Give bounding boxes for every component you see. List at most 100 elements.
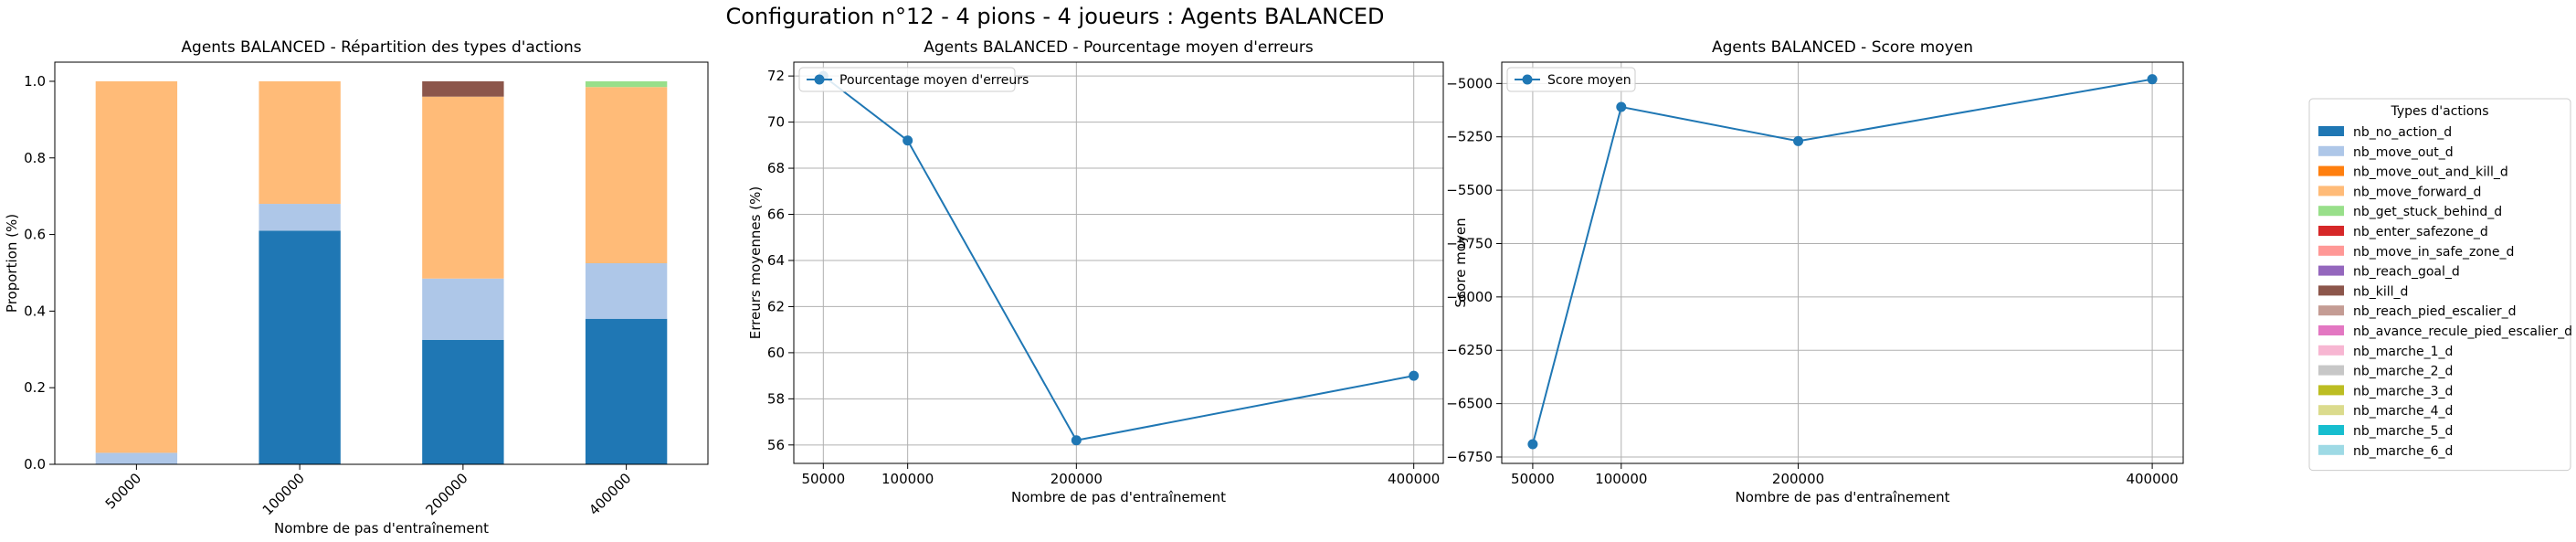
- legend-swatch: [2318, 345, 2344, 356]
- data-point: [1527, 439, 1538, 450]
- data-point: [1409, 370, 1420, 381]
- legend-label: nb_marche_6_d: [2353, 444, 2453, 459]
- bar-segment: [95, 80, 178, 453]
- legend-label: nb_move_forward_d: [2353, 185, 2481, 199]
- legend-label: nb_reach_goal_d: [2353, 265, 2460, 280]
- y-tick-label: −5500: [1446, 182, 1493, 198]
- x-tick-label: 200000: [1050, 471, 1103, 487]
- chart-title: Agents BALANCED - Score moyen: [1712, 38, 1973, 57]
- y-tick-label: −6250: [1446, 342, 1493, 358]
- y-tick-label: 70: [767, 114, 785, 131]
- x-tick-label: 200000: [1772, 471, 1824, 487]
- chart-title: Agents BALANCED - Pourcentage moyen d'er…: [924, 38, 1314, 57]
- legend-label: nb_kill_d: [2353, 284, 2408, 299]
- bar-segment: [95, 452, 178, 464]
- legend-label: nb_get_stuck_behind_d: [2353, 205, 2502, 219]
- bar-segment: [422, 278, 504, 340]
- y-axis-label: Erreurs moyennes (%): [747, 186, 764, 339]
- stacked-bar-chart: Agents BALANCED - Répartition des types …: [4, 38, 709, 537]
- legend-swatch: [2318, 385, 2344, 396]
- error-line-chart: Agents BALANCED - Pourcentage moyen d'er…: [747, 38, 1444, 505]
- data-point: [1616, 101, 1627, 112]
- legend-marker: [814, 74, 825, 85]
- y-tick-label: 56: [767, 437, 785, 453]
- legend-box: [1506, 67, 1636, 92]
- plot-frame: [1501, 61, 2184, 464]
- x-tick-label: 400000: [586, 470, 634, 518]
- y-tick-label: 0.6: [24, 227, 46, 243]
- bar-segment: [585, 80, 668, 88]
- data-point: [2147, 74, 2158, 85]
- legend-swatch: [2318, 226, 2344, 236]
- score-line-chart: Agents BALANCED - Score moyen 50000 100000…: [1446, 38, 2184, 505]
- y-tick-label: 0.4: [24, 303, 46, 319]
- legend-label: nb_marche_3_d: [2353, 384, 2453, 399]
- legend-label: nb_marche_5_d: [2353, 424, 2453, 439]
- y-tick-label: 0.2: [24, 379, 46, 396]
- bar-segment: [422, 339, 504, 464]
- legend-title: Types d'actions: [2390, 104, 2488, 119]
- y-tick-label: 64: [767, 252, 785, 269]
- legend-label: nb_marche_1_d: [2353, 345, 2453, 359]
- x-tick-label: 100000: [882, 471, 934, 487]
- legend-label: nb_move_out_and_kill_d: [2353, 165, 2508, 180]
- plot-frame: [54, 61, 709, 465]
- legend-box: [798, 67, 1016, 92]
- legend-label: nb_move_in_safe_zone_d: [2353, 245, 2514, 260]
- legend-marker: [1522, 74, 1533, 85]
- legend-swatch: [2318, 365, 2344, 376]
- legend-label: nb_marche_2_d: [2353, 365, 2453, 379]
- bar-segment: [422, 96, 504, 279]
- x-axis-label: Nombre de pas d'entraînement: [1011, 489, 1226, 505]
- x-tick-label: 400000: [2126, 471, 2178, 487]
- legend-label: Score moyen: [1547, 73, 1631, 88]
- x-tick-label: 200000: [422, 470, 470, 518]
- y-tick-label: 66: [767, 207, 785, 223]
- legend-swatch: [2318, 425, 2344, 435]
- legend-swatch: [2318, 285, 2344, 296]
- y-axis-label: Proportion (%): [4, 214, 20, 313]
- x-tick-label: 400000: [1388, 471, 1440, 487]
- y-tick-label: −6000: [1446, 289, 1493, 305]
- data-point: [1071, 435, 1082, 446]
- legend-label: nb_no_action_d: [2353, 125, 2452, 140]
- legend-label: nb_avance_recule_pied_escalier_d: [2353, 324, 2572, 339]
- y-tick-label: −5250: [1446, 129, 1493, 145]
- action-types-legend: Types d'actions nb_no_action_d nb_move_out…: [2308, 98, 2572, 472]
- series-line: [1531, 78, 2153, 445]
- y-tick-label: 0.0: [24, 456, 46, 473]
- x-tick-label: 50000: [102, 470, 144, 512]
- bar-segment: [585, 263, 668, 319]
- y-tick-label: −6500: [1446, 396, 1493, 412]
- y-tick-label: 62: [767, 298, 785, 314]
- legend-swatch: [2318, 126, 2344, 136]
- bar-segment: [259, 230, 341, 464]
- y-tick-label: 68: [767, 160, 785, 176]
- legend-swatch: [2318, 245, 2344, 256]
- bar-segment: [585, 318, 668, 464]
- legend-swatch: [2318, 186, 2344, 197]
- data-point: [1793, 135, 1804, 146]
- legend-swatch: [2318, 206, 2344, 217]
- y-axis-label: Score moyen: [1452, 218, 1469, 307]
- legend-swatch: [2318, 145, 2344, 156]
- legend-label: nb_enter_safezone_d: [2353, 225, 2488, 239]
- y-tick-label: −6750: [1446, 449, 1493, 465]
- x-tick-label: 50000: [1511, 471, 1555, 487]
- legend-swatch: [2318, 165, 2344, 176]
- plot-frame: [793, 61, 1444, 464]
- series-line: [822, 75, 1414, 441]
- legend-swatch: [2318, 325, 2344, 335]
- y-tick-label: 72: [767, 68, 785, 84]
- y-tick-label: 0.8: [24, 150, 46, 166]
- bar-segment: [259, 80, 341, 205]
- y-tick-label: 1.0: [24, 73, 46, 90]
- legend-label: nb_reach_pied_escalier_d: [2353, 304, 2516, 319]
- x-tick-label: 100000: [1595, 471, 1647, 487]
- data-point: [903, 135, 913, 146]
- bar-segment: [585, 87, 668, 263]
- y-tick-label: 60: [767, 345, 785, 361]
- legend-label: nb_marche_4_d: [2353, 404, 2453, 419]
- legend-swatch: [2318, 305, 2344, 316]
